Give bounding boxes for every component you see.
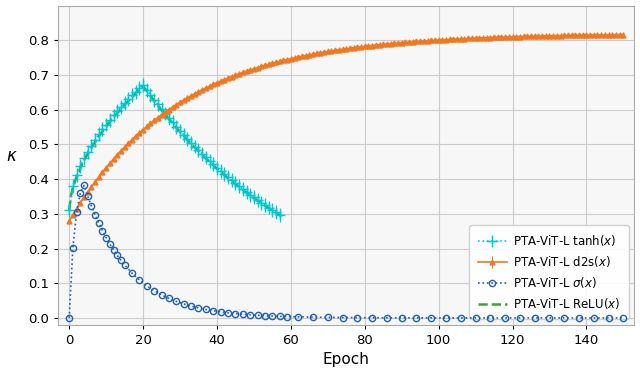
PTA-ViT-L ReLU$(x)$ [239, 188, 246, 192]
PTA-ViT-L $\sigma(x)$ [173, 299, 180, 304]
PTA-ViT-L $\sigma(x)$ [65, 316, 73, 320]
PTA-ViT-L ReLU$(x)$ [209, 163, 217, 167]
PTA-ViT-L $\sigma(x)$ [254, 313, 262, 317]
PTA-ViT-L $\sigma(x)$ [121, 263, 129, 267]
PTA-ViT-L $\sigma(x)$ [80, 183, 88, 188]
PTA-ViT-L ReLU$(x)$ [65, 208, 73, 213]
PTA-ViT-L ReLU$(x)$ [244, 192, 252, 196]
Line: PTA-ViT-L $\sigma(x)$: PTA-ViT-L $\sigma(x)$ [66, 182, 627, 321]
PTA-ViT-L $\sigma(x)$ [620, 316, 627, 320]
Y-axis label: $\kappa$: $\kappa$ [6, 147, 17, 165]
PTA-ViT-L ReLU$(x)$ [278, 214, 285, 219]
PTA-ViT-L $\sigma(x)$ [113, 253, 121, 258]
X-axis label: Epoch: Epoch [323, 352, 370, 367]
Legend: PTA-ViT-L $\tanh(x)$, PTA-ViT-L d2s$(x)$, PTA-ViT-L $\sigma(x)$, PTA-ViT-L ReLU$: PTA-ViT-L $\tanh(x)$, PTA-ViT-L d2s$(x)$… [469, 225, 628, 319]
PTA-ViT-L $\sigma(x)$ [516, 316, 524, 320]
PTA-ViT-L ReLU$(x)$ [138, 86, 145, 90]
PTA-ViT-L ReLU$(x)$ [263, 205, 271, 209]
PTA-ViT-L ReLU$(x)$ [140, 84, 147, 88]
Line: PTA-ViT-L ReLU$(x)$: PTA-ViT-L ReLU$(x)$ [69, 86, 282, 216]
PTA-ViT-L ReLU$(x)$ [196, 151, 204, 155]
PTA-ViT-L $\sigma(x)$ [284, 314, 291, 319]
